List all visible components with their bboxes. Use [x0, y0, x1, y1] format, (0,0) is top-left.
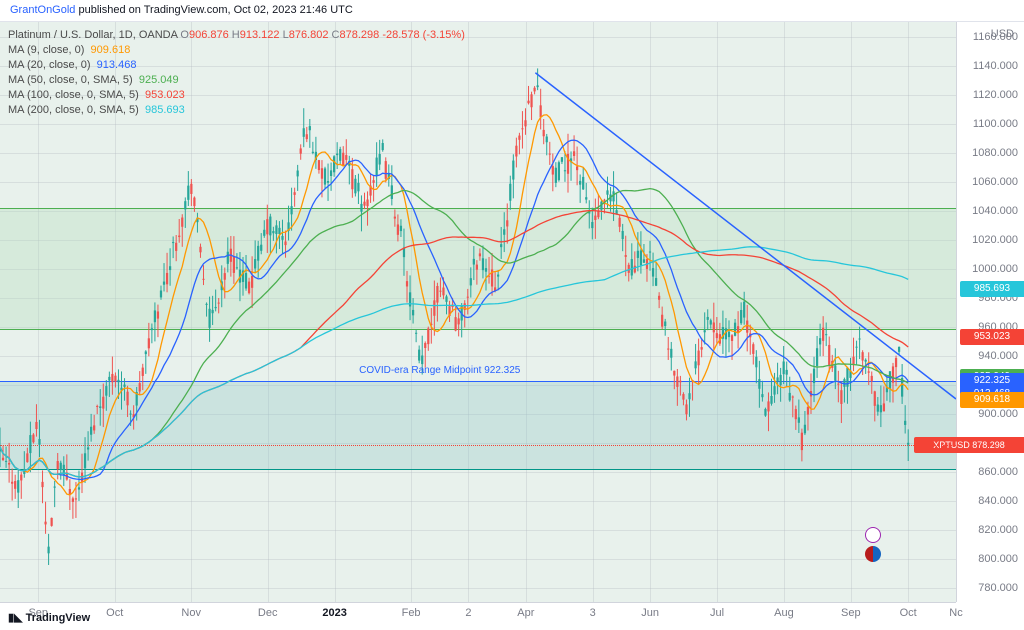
y-tick: 1100.000	[973, 118, 1018, 130]
x-tick: Nov	[181, 607, 201, 619]
indicator-row[interactable]: MA (9, close, 0) 909.618	[8, 43, 465, 58]
symbol-row[interactable]: Platinum / U.S. Dollar, 1D, OANDA O906.8…	[8, 28, 465, 43]
y-tick: 1120.000	[973, 89, 1018, 101]
y-tick: 1020.000	[972, 234, 1018, 246]
x-tick: Apr	[517, 607, 534, 619]
tradingview-logo[interactable]: ▮◣ TradingView	[8, 611, 90, 624]
indicators-list: MA (9, close, 0) 909.618MA (20, close, 0…	[8, 43, 465, 118]
chart-header: GrantOnGold published on TradingView.com…	[0, 0, 1024, 22]
corner-icons	[865, 527, 881, 562]
x-tick: Sep	[841, 607, 861, 619]
y-tick: 1040.000	[972, 205, 1018, 217]
x-tick: Oct	[106, 607, 123, 619]
y-tick: 1140.000	[973, 60, 1018, 72]
x-tick: Dec	[258, 607, 278, 619]
x-tick: Jul	[710, 607, 724, 619]
y-tick: 1160.000	[973, 31, 1018, 43]
x-tick: Feb	[402, 607, 421, 619]
x-tick: Oct	[900, 607, 917, 619]
x-tick: Nc	[949, 607, 962, 619]
x-tick: 3	[590, 607, 596, 619]
published-text: published on TradingView.com,	[78, 4, 230, 16]
x-tick: 2	[465, 607, 471, 619]
timestamp: Oct 02, 2023 21:46 UTC	[234, 4, 353, 16]
flag-icon[interactable]	[865, 546, 881, 562]
y-tick: 1080.000	[972, 147, 1018, 159]
y-tick: 1000.000	[972, 263, 1018, 275]
indicator-row[interactable]: MA (200, close, 0, SMA, 5) 985.693	[8, 103, 465, 118]
y-tick: 820.000	[978, 524, 1018, 536]
chart-area[interactable]: Platinum / U.S. Dollar, 1D, OANDA O906.8…	[0, 22, 956, 602]
price-tag: 909.618	[960, 392, 1024, 408]
y-tick: 1060.000	[972, 176, 1018, 188]
indicator-row[interactable]: MA (100, close, 0, SMA, 5) 953.023	[8, 88, 465, 103]
y-axis[interactable]: USD 780.000800.000820.000840.000860.0008…	[956, 22, 1024, 602]
indicator-row[interactable]: MA (50, close, 0, SMA, 5) 925.049	[8, 73, 465, 88]
price-tag: 953.023	[960, 329, 1024, 345]
y-tick: 900.000	[978, 408, 1018, 420]
y-tick: 860.000	[978, 466, 1018, 478]
y-tick: 940.000	[978, 350, 1018, 362]
price-tag: 985.693	[960, 281, 1024, 297]
flash-icon[interactable]	[865, 527, 881, 543]
midpoint-annotation: COVID-era Range Midpoint 922.325	[359, 365, 520, 376]
x-tick: Aug	[774, 607, 794, 619]
info-box: Platinum / U.S. Dollar, 1D, OANDA O906.8…	[8, 28, 465, 118]
x-tick: 2023	[322, 607, 346, 619]
indicator-row[interactable]: MA (20, close, 0) 913.468	[8, 58, 465, 73]
author-name[interactable]: GrantOnGold	[10, 4, 75, 16]
y-tick: 840.000	[978, 495, 1018, 507]
y-tick: 780.000	[978, 582, 1018, 594]
y-tick: 800.000	[978, 553, 1018, 565]
x-tick: Jun	[641, 607, 659, 619]
x-axis[interactable]: SepOctNovDec2023Feb2Apr3JunJulAugSepOctN…	[0, 602, 956, 630]
ohlc-values: O906.876 H913.122 L876.802 C878.298 -28.…	[180, 29, 464, 41]
